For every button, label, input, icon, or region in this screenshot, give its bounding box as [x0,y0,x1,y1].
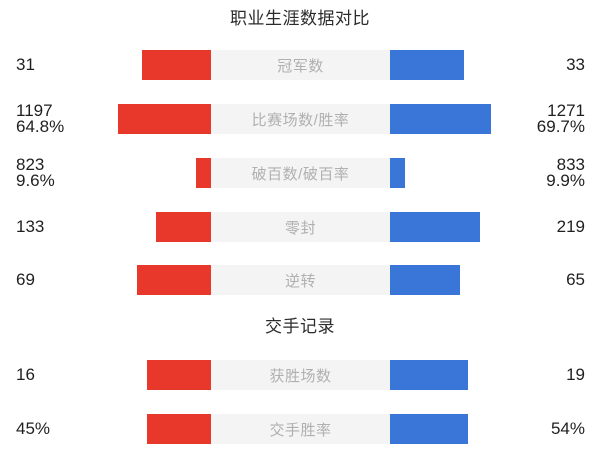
left-bar [142,50,211,80]
right-value: 65 [566,270,585,289]
stat-label: 交手胜率 [211,414,390,444]
left-bar [156,212,211,242]
left-bar [118,104,211,134]
left-bar [147,360,211,390]
stat-label: 破百数/破百率 [211,158,390,188]
left-value: 31 [16,55,35,74]
section-title-head-to-head: 交手记录 [265,317,335,336]
right-bar [390,414,468,444]
right-value: 33 [566,55,585,74]
stat-row-whitewashes: 133 零封 219 [0,212,600,242]
left-value: 823 9.6% [16,155,55,190]
stat-label: 零封 [211,212,390,242]
right-value: 19 [566,365,585,384]
stat-label: 冠军数 [211,50,390,80]
left-value: 16 [16,365,35,384]
stat-row-comebacks: 69 逆转 65 [0,265,600,295]
left-value: 69 [16,270,35,289]
stat-row-h2h-wins: 16 获胜场数 19 [0,360,600,390]
section-title-career: 职业生涯数据对比 [230,9,370,28]
stat-label: 获胜场数 [211,360,390,390]
left-value: 45% [16,419,51,438]
right-value: 833 9.9% [546,155,585,190]
stat-row-h2h-winrate: 45% 交手胜率 54% [0,414,600,444]
left-bar [137,265,211,295]
right-bar [390,104,491,134]
stat-label: 比赛场数/胜率 [211,104,390,134]
stat-row-centuries-rate: 823 9.6% 破百数/破百率 833 9.9% [0,155,600,190]
right-bar [390,158,405,188]
right-bar [390,265,460,295]
right-value: 54% [550,419,585,438]
stat-label: 逆转 [211,265,390,295]
left-value: 1197 64.8% [16,101,65,136]
right-value: 219 [556,217,585,236]
stat-row-championships: 31 冠军数 33 [0,50,600,80]
stat-row-matches-winrate: 1197 64.8% 比赛场数/胜率 1271 69.7% [0,101,600,136]
left-bar [196,158,211,188]
right-bar [390,360,468,390]
right-value: 1271 69.7% [536,101,585,136]
left-bar [147,414,211,444]
left-value: 133 [16,217,45,236]
right-bar [390,212,480,242]
right-bar [390,50,464,80]
